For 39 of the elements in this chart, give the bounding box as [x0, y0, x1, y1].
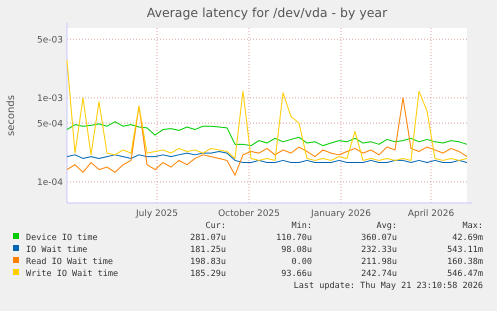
text: 546.47m — [447, 269, 483, 279]
text: 93.66u — [281, 269, 312, 279]
text: 181.25u — [190, 245, 226, 255]
text: 281.07u — [190, 233, 226, 243]
x-tick-label: October 2025 — [218, 209, 280, 219]
legend-label: Write IO Wait time — [26, 269, 118, 279]
y-axis-title: seconds — [6, 95, 17, 136]
text: 232.33u — [361, 245, 397, 255]
y-tick-label: 1e-04 — [37, 178, 64, 188]
text: Cur: — [206, 221, 226, 231]
text: 0.00 — [292, 257, 312, 267]
text: 242.74u — [361, 269, 397, 279]
y-tick-label: 5e-04 — [37, 119, 64, 130]
text: Last update: Thu May 21 23:10:58 2026 — [294, 281, 483, 291]
x-tick-label: January 2026 — [310, 209, 372, 219]
text: 98.08u — [281, 245, 312, 255]
text: Avg: — [376, 221, 397, 231]
chart-title: Average latency for /dev/vda - by year — [146, 5, 388, 20]
y-tick-label: 5e-03 — [37, 35, 63, 46]
x-tick-label: April 2026 — [408, 209, 454, 219]
text: Min: — [292, 221, 312, 231]
line-series — [66, 60, 468, 161]
text: 211.98u — [361, 257, 397, 267]
line-series — [66, 121, 468, 146]
legend-label: Read IO Wait time — [26, 257, 113, 267]
text: 160.38m — [447, 257, 483, 267]
y-tick-label: 1e-03 — [37, 94, 63, 104]
text: 42.69m — [452, 233, 483, 243]
line-series — [66, 150, 468, 164]
x-tick-label: July 2025 — [135, 209, 178, 219]
text: Max: — [462, 221, 483, 231]
legend-label: IO Wait time — [26, 245, 88, 255]
text: 110.70u — [276, 233, 312, 243]
text: 198.83u — [190, 257, 226, 267]
line-series — [66, 97, 468, 176]
text: 543.11m — [447, 245, 483, 255]
text: 360.07u — [361, 233, 397, 243]
text: 185.29u — [190, 269, 226, 279]
legend-label: Device IO time — [26, 233, 98, 243]
